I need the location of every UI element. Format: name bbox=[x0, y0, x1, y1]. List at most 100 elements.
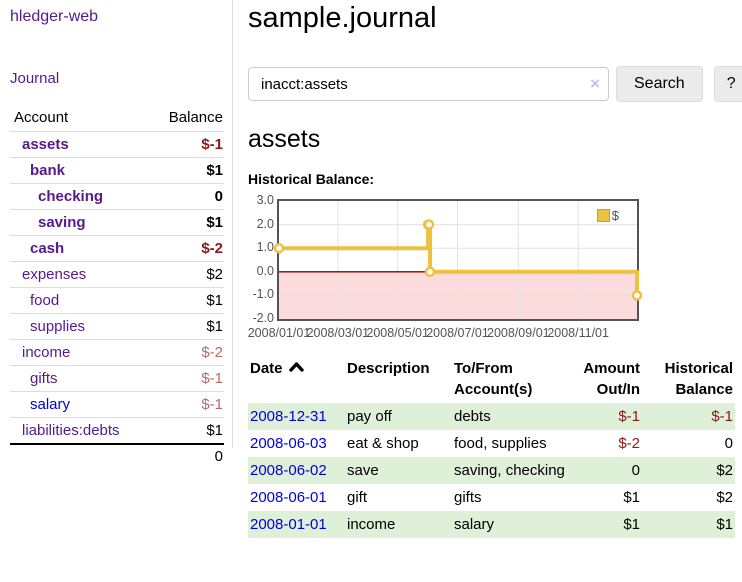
account-link[interactable]: checking bbox=[38, 187, 104, 205]
register-row: 2008-01-01 income salary $1 $1 bbox=[248, 511, 735, 538]
account-balance: $-2 bbox=[201, 239, 223, 257]
register-cell-amount: $-1 bbox=[618, 408, 640, 425]
account-link[interactable]: liabilities:debts bbox=[22, 421, 120, 439]
register-cell-amount: $-2 bbox=[618, 435, 640, 452]
account-link[interactable]: gifts bbox=[30, 369, 58, 387]
register-cell-accounts: salary bbox=[454, 516, 495, 533]
register-row: 2008-12-31 pay off debts $-1 $-1 bbox=[248, 403, 735, 430]
account-row-assets: assets $-1 bbox=[10, 131, 224, 157]
historical-balance-chart[interactable]: 3.0 2.0 1.0 0.0 -1.0 -2.0 $2008/01/01 2008/03/0… bbox=[248, 193, 742, 341]
account-balance: $1 bbox=[206, 213, 223, 231]
register-header-row: Date Description To/From Account(s) Amou… bbox=[248, 355, 735, 403]
register-cell-date: 2008-01-01 bbox=[248, 511, 345, 538]
register-cell-date: 2008-12-31 bbox=[248, 403, 345, 430]
transaction-date-link[interactable]: 2008-01-01 bbox=[250, 516, 327, 533]
register-cell-accounts: food, supplies bbox=[454, 435, 547, 452]
x-axis-tick-label: 2008/01/01 bbox=[247, 326, 311, 340]
transaction-date-link[interactable]: 2008-06-01 bbox=[250, 489, 327, 506]
account-row-income: income $-2 bbox=[10, 339, 224, 365]
account-link[interactable]: salary bbox=[30, 395, 71, 413]
register-header-description: Description bbox=[347, 360, 430, 377]
x-axis-tick-label: 2008/03/01 bbox=[306, 326, 370, 340]
register-cell-balance: $-1 bbox=[711, 408, 733, 425]
help-button[interactable]: ? bbox=[713, 66, 742, 102]
x-axis-tick-label: 2008/07/01 bbox=[426, 326, 489, 340]
account-link[interactable]: assets bbox=[22, 135, 69, 153]
account-balance: $1 bbox=[206, 317, 223, 335]
y-axis-tick-label: 3.0 bbox=[256, 193, 274, 207]
accounts-total: 0 bbox=[10, 443, 224, 469]
y-axis-tick-label: -2.0 bbox=[252, 311, 274, 325]
register-header-balance: Historical Balance bbox=[664, 360, 733, 398]
chart-plot-area[interactable]: $ bbox=[273, 199, 643, 321]
register-cell-amount: 0 bbox=[631, 462, 640, 479]
account-row-salary: salary $-1 bbox=[10, 391, 224, 417]
account-row-food: food $1 bbox=[10, 287, 224, 313]
account-link[interactable]: food bbox=[30, 291, 60, 309]
x-axis-tick-label: 2008/11/01 bbox=[547, 326, 609, 340]
register-cell-date: 2008-06-01 bbox=[248, 484, 345, 511]
y-axis-tick-label: 0.0 bbox=[256, 263, 274, 278]
account-row-saving: saving $1 bbox=[10, 209, 224, 235]
register-cell-amount: $1 bbox=[623, 489, 640, 506]
balance-column-header: Balance bbox=[168, 109, 223, 126]
sort-ascending-icon bbox=[288, 362, 304, 372]
clear-search-icon[interactable]: × bbox=[590, 74, 600, 93]
transaction-date-link[interactable]: 2008-12-31 bbox=[250, 408, 327, 425]
main-content: sample.journal × Search ? assets Histori… bbox=[248, 0, 742, 538]
register-row: 2008-06-02 save saving, checking 0 $2 bbox=[248, 457, 735, 484]
register-cell-accounts: gifts bbox=[454, 489, 482, 506]
account-balance: $1 bbox=[206, 291, 223, 309]
account-column-header: Account bbox=[14, 109, 69, 126]
register-table: Date Description To/From Account(s) Amou… bbox=[248, 355, 735, 538]
account-balance: $2 bbox=[206, 265, 223, 283]
register-cell-amount: $1 bbox=[623, 516, 640, 533]
account-link[interactable]: supplies bbox=[30, 317, 86, 335]
account-row-bank: bank $1 bbox=[10, 157, 224, 183]
account-link[interactable]: cash bbox=[30, 239, 65, 257]
register-header-accounts: To/From Account(s) bbox=[454, 360, 533, 398]
search-form: × Search ? bbox=[248, 66, 742, 102]
register-cell-description: gift bbox=[347, 489, 368, 506]
account-row-cash: cash $-2 bbox=[10, 235, 224, 261]
account-balance: $-1 bbox=[201, 369, 223, 387]
account-link[interactable]: income bbox=[22, 343, 71, 361]
page-title: sample.journal bbox=[248, 2, 437, 34]
register-cell-balance: $2 bbox=[716, 489, 733, 506]
transaction-date-link[interactable]: 2008-06-03 bbox=[250, 435, 327, 452]
account-balance: $-1 bbox=[201, 135, 223, 153]
register-row: 2008-06-01 gift gifts $1 $2 bbox=[248, 484, 735, 511]
legend-series-label: $ bbox=[611, 208, 619, 223]
accounts-total-value: 0 bbox=[214, 448, 223, 465]
account-link[interactable]: expenses bbox=[22, 265, 87, 283]
accounts-tree: Account Balance assets $-1 bank $1 checking 0… bbox=[10, 105, 224, 469]
register-cell-description: income bbox=[347, 516, 396, 533]
register-header-amount: Amount Out/In bbox=[583, 360, 640, 398]
search-button[interactable]: Search bbox=[616, 66, 703, 102]
account-balance: 0 bbox=[214, 187, 223, 205]
register-cell-accounts: debts bbox=[454, 408, 491, 425]
account-link[interactable]: bank bbox=[30, 161, 66, 179]
account-link[interactable]: saving bbox=[38, 213, 86, 231]
account-row-liabilities-debts: liabilities:debts $1 bbox=[10, 417, 224, 443]
register-cell-balance: 0 bbox=[724, 435, 733, 452]
register-cell-description: eat & shop bbox=[347, 435, 419, 452]
sidebar-item-journal[interactable]: Journal bbox=[10, 70, 60, 87]
register-header-date[interactable]: Date bbox=[248, 355, 345, 403]
register-row: 2008-06-03 eat & shop food, supplies $-2 0 bbox=[248, 430, 735, 457]
x-axis-tick-label: 2008/09/01 bbox=[487, 326, 550, 340]
sidebar: hledger-web Journal Account Balance asse… bbox=[0, 0, 233, 465]
account-balance: $-2 bbox=[201, 343, 223, 361]
register-cell-balance: $2 bbox=[716, 462, 733, 479]
register-cell-description: pay off bbox=[347, 408, 392, 425]
accounts-tree-header: Account Balance bbox=[10, 105, 224, 131]
legend-series-swatch bbox=[596, 209, 610, 222]
app-brand-link[interactable]: hledger-web bbox=[10, 8, 99, 25]
transaction-date-link[interactable]: 2008-06-02 bbox=[250, 462, 327, 479]
register-cell-balance: $1 bbox=[716, 516, 733, 533]
chart-legend: $ bbox=[596, 208, 619, 223]
account-balance: $1 bbox=[206, 421, 223, 439]
account-heading: assets bbox=[248, 125, 321, 153]
search-input[interactable] bbox=[248, 67, 609, 101]
x-axis-tick-label: 2008/05/01 bbox=[366, 326, 429, 340]
